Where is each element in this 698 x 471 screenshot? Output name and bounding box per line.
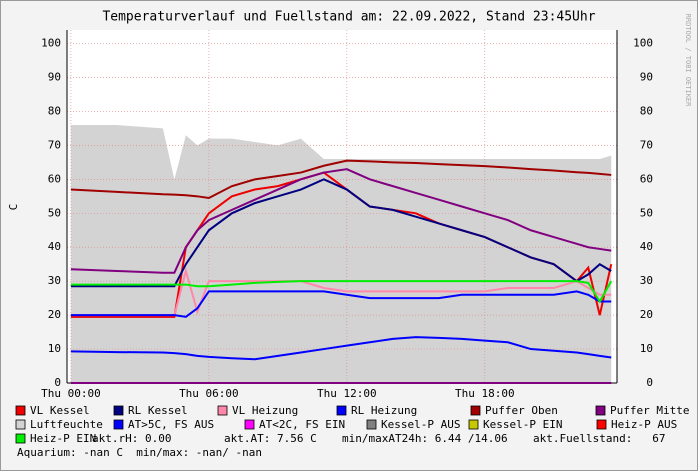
legend-label: RL Kessel <box>128 404 188 417</box>
legend-label: Luftfeuchte <box>30 418 103 431</box>
legend-label: RL Heizung <box>351 404 417 417</box>
y2-tick-label: 70 <box>640 138 653 151</box>
y-tick-label: 40 <box>48 240 61 253</box>
footer-text: Aquarium: -nan C min/max: -nan/ -nan <box>17 446 262 459</box>
y-tick-label: 0 <box>54 376 61 389</box>
chart-title: Temperaturverlauf und Fuellstand am: 22.… <box>102 10 595 25</box>
legend-label: AT<2C, FS EIN <box>259 418 345 431</box>
legend-swatch <box>15 433 26 444</box>
watermark: RRDTOOL / TOBI OETIKER <box>684 14 692 108</box>
y-tick-label: 100 <box>41 37 61 50</box>
y-axis-label: C <box>7 204 20 211</box>
y2-tick-label: 100 <box>633 37 653 50</box>
legend-swatch <box>366 419 377 430</box>
y2-tick-label: 90 <box>640 71 653 84</box>
y-tick-label: 60 <box>48 172 61 185</box>
x-tick-label: Thu 12:00 <box>317 387 377 400</box>
legend-label: VL Heizung <box>232 404 298 417</box>
legend-swatch <box>113 405 124 416</box>
legend-label: Kessel-P AUS <box>381 418 460 431</box>
y2-tick-label: 80 <box>640 104 653 117</box>
legend-label: AT>5C, FS AUS <box>128 418 214 431</box>
legend-swatch <box>470 405 481 416</box>
legend-swatch <box>217 405 228 416</box>
stat-text: min/maxAT24h: 6.44 /14.06 <box>342 432 508 445</box>
x-tick-label: Thu 06:00 <box>179 387 239 400</box>
stat-text: akt.Fuellstand: 67 <box>533 432 665 445</box>
legend-swatch <box>336 405 347 416</box>
series-line <box>70 280 613 304</box>
y2-tick-label: 60 <box>640 172 653 185</box>
legend-label: Heiz-P AUS <box>611 418 677 431</box>
series-line <box>70 159 612 200</box>
legend-label: Kessel-P EIN <box>483 418 562 431</box>
y-tick-label: 10 <box>48 342 61 355</box>
legend-swatch <box>595 405 606 416</box>
legend-swatch <box>15 405 26 416</box>
y-tick-label: 30 <box>48 274 61 287</box>
y-tick-label: 70 <box>48 138 61 151</box>
legend-label: Heiz-P EIN <box>30 432 96 445</box>
stat-text: akt.rH: 0.00 <box>92 432 171 445</box>
y2-tick-label: 20 <box>640 308 653 321</box>
y2-tick-label: 50 <box>640 206 653 219</box>
legend-swatch <box>113 419 124 430</box>
y-tick-label: 90 <box>48 71 61 84</box>
stat-text: akt.AT: 7.56 C <box>224 432 317 445</box>
legend-swatch <box>596 419 607 430</box>
legend-label: Puffer Oben <box>485 404 558 417</box>
y-tick-label: 80 <box>48 104 61 117</box>
legend-swatch <box>468 419 479 430</box>
series-line <box>70 290 612 318</box>
y2-tick-label: 40 <box>640 240 653 253</box>
x-tick-label: Thu 18:00 <box>455 387 515 400</box>
legend-swatch <box>244 419 255 430</box>
y-tick-label: 20 <box>48 308 61 321</box>
y2-tick-label: 10 <box>640 342 653 355</box>
series-line <box>70 168 612 274</box>
x-tick-label: Thu 00:00 <box>41 387 101 400</box>
series-line <box>70 178 612 288</box>
y-tick-label: 50 <box>48 206 61 219</box>
y2-tick-label: 30 <box>640 274 653 287</box>
series-line <box>70 267 612 317</box>
legend-label: VL Kessel <box>30 404 90 417</box>
series-line <box>70 336 612 361</box>
y2-tick-label: 0 <box>646 376 653 389</box>
legend-swatch <box>15 419 26 430</box>
area <box>70 125 612 384</box>
legend-label: Puffer Mitte <box>610 404 689 417</box>
